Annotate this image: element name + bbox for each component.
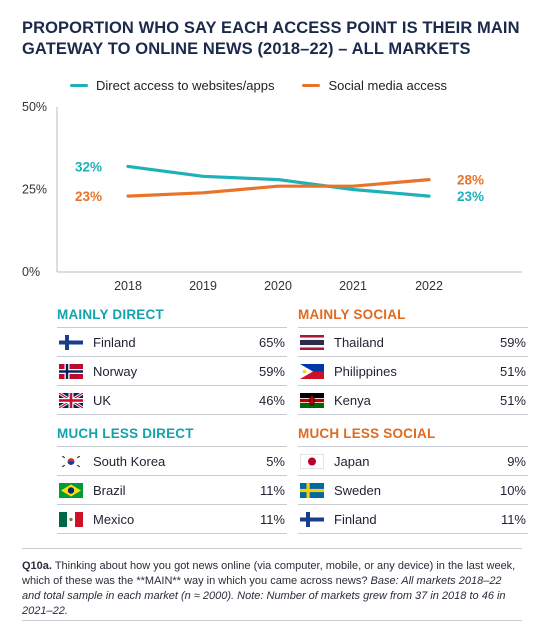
mexico-flag-icon [59,511,83,527]
country-name: Japan [334,453,370,469]
country-name: Thailand [334,334,384,350]
start-label-direct: 32% [75,159,102,174]
finland-flag-icon [59,334,83,350]
country-name: Mexico [93,511,135,527]
country-value: 9% [507,453,526,469]
japan-flag-icon [300,453,324,469]
country-row: UK 46% [57,385,287,415]
country-value: 5% [266,453,285,469]
footnote-rule [22,620,522,621]
country-row: Kenya 51% [298,385,528,415]
footnote-label: Q10a. [22,560,52,572]
country-row: South Korea 5% [57,446,287,475]
kenya-flag-icon [300,392,324,408]
country-row: Finland 65% [57,327,287,356]
country-value: 65% [258,334,285,350]
country-value: 51% [499,363,526,379]
y-tick-label: 50% [22,100,47,114]
country-row: Brazil 11% [57,475,287,504]
country-row: Thailand 59% [298,327,528,356]
chart-title: PROPORTION WHO SAY EACH ACCESS POINT IS … [22,19,520,58]
country-row: Philippines 51% [298,356,528,385]
country-row: Japan 9% [298,446,528,475]
panel-much-less-direct: MUCH LESS DIRECT South Korea 5% Brazil 11% M… [57,422,287,534]
x-tick-label: 2019 [189,279,217,293]
legend-item-direct: Direct access to websites/apps [70,78,274,93]
x-tick-label: 2018 [114,279,142,293]
country-value: 11% [500,511,526,527]
country-name: Norway [93,363,138,379]
thailand-flag-icon [300,334,324,350]
norway-flag-icon [59,363,83,379]
legend-item-social: Social media access [302,78,447,93]
footnote-base: Base: All markets 2018–22 and total samp… [22,575,506,617]
country-row: Norway 59% [57,356,287,385]
x-tick-label: 2022 [415,279,443,293]
brazil-flag-icon [59,482,83,498]
country-name: South Korea [93,453,166,469]
panel-rows: South Korea 5% Brazil 11% Mexico 11% [57,446,287,534]
end-label-social: 28% [457,173,484,188]
footnote-question: Thinking about how you got news online (… [22,560,516,587]
chart-legend: Direct access to websites/apps Social me… [70,78,447,93]
south-korea-flag-icon [59,453,83,469]
panel-heading: MUCH LESS DIRECT [57,426,194,441]
country-value: 51% [499,392,526,408]
country-name: Brazil [93,482,126,498]
panel-rows: Thailand 59% Philippines 51% Kenya 51% [298,327,528,415]
panel-rows: Japan 9% Sweden 10% Finland 11% [298,446,528,534]
country-row: Finland 11% [298,504,528,534]
end-label-direct: 23% [457,189,484,204]
country-name: Kenya [334,392,371,408]
x-tick-label: 2021 [339,279,367,293]
uk-flag-icon [59,392,83,408]
legend-swatch-direct [70,84,88,87]
panel-heading: MUCH LESS SOCIAL [298,426,436,441]
country-value: 59% [258,363,285,379]
philippines-flag-icon [300,363,324,379]
country-value: 46% [258,392,285,408]
country-value: 11% [259,482,285,498]
finland-flag-icon [300,511,324,527]
y-tick-label: 0% [22,265,40,279]
sweden-flag-icon [300,482,324,498]
y-tick-label: 25% [22,183,47,197]
x-tick-label: 2020 [264,279,292,293]
start-label-social: 23% [75,189,102,204]
panel-heading: MAINLY SOCIAL [298,307,406,322]
country-name: Philippines [334,363,397,379]
panel-much-less-social: MUCH LESS SOCIAL Japan 9% Sweden 10% Finland… [298,422,528,534]
country-name: Finland [334,511,377,527]
panel-mainly-social: MAINLY SOCIAL Thailand 59% Philippines 51% K… [298,303,528,415]
country-name: UK [93,392,112,408]
legend-label-social: Social media access [328,78,447,93]
country-value: 11% [259,511,285,527]
panel-mainly-direct: MAINLY DIRECT Finland 65% Norway 59% UK 46% [57,303,287,415]
country-name: Sweden [334,482,381,498]
country-value: 59% [499,334,526,350]
panel-heading: MAINLY DIRECT [57,307,164,322]
footnote: Q10a. Thinking about how you got news on… [22,548,522,619]
legend-label-direct: Direct access to websites/apps [96,78,275,93]
country-value: 10% [499,482,526,498]
panel-rows: Finland 65% Norway 59% UK 46% [57,327,287,415]
country-name: Finland [93,334,136,350]
country-row: Sweden 10% [298,475,528,504]
legend-swatch-social [302,84,321,87]
series-line-direct [126,164,431,198]
country-row: Mexico 11% [57,504,287,534]
